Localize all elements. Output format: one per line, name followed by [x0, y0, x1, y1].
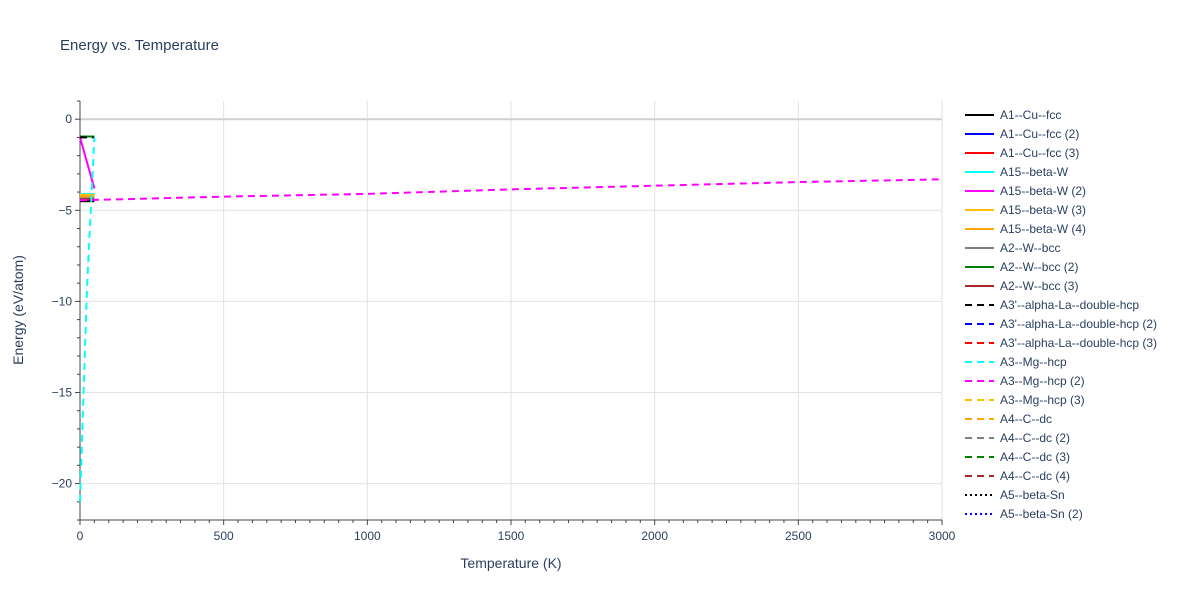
legend-label: A3--Mg--hcp [1000, 355, 1067, 369]
grid-layer [80, 101, 943, 520]
legend-label: A1--Cu--fcc (3) [1000, 146, 1079, 160]
legend-label: A5--beta-Sn (2) [1000, 507, 1083, 521]
legend-label: A3'--alpha-La--double-hcp (3) [1000, 336, 1157, 350]
legend-label: A15--beta-W [1000, 165, 1069, 179]
legend-item[interactable]: A5--beta-Sn (2) [965, 507, 1083, 521]
series-line-5 [79, 137, 96, 189]
y-tick-label: −20 [52, 477, 73, 491]
legend[interactable]: A1--Cu--fcc A1--Cu--fcc (2) A1--Cu--fcc (3… [965, 108, 1157, 521]
legend-item[interactable]: A2--W--bcc (3) [965, 279, 1078, 293]
chart-title: Energy vs. Temperature [60, 37, 219, 54]
x-tick-label: 2500 [785, 529, 812, 543]
legend-label: A15--beta-W (4) [1000, 222, 1086, 236]
legend-label: A2--W--bcc [1000, 241, 1060, 255]
y-tick-label: −15 [52, 385, 73, 399]
y-axis-title: Energy (eV/atom) [10, 255, 26, 365]
legend-label: A4--C--dc (3) [1000, 450, 1070, 464]
legend-label: A3'--alpha-La--double-hcp (2) [1000, 317, 1157, 331]
x-tick-label: 2000 [641, 529, 668, 543]
legend-label: A4--C--dc (4) [1000, 469, 1070, 483]
legend-label: A3--Mg--hcp (2) [1000, 374, 1085, 388]
legend-label: A2--W--bcc (2) [1000, 260, 1078, 274]
x-tick-label: 0 [77, 529, 84, 543]
legend-label: A15--beta-W (2) [1000, 184, 1086, 198]
x-tick-label: 3000 [929, 529, 956, 543]
legend-label: A15--beta-W (3) [1000, 203, 1086, 217]
x-tick-label: 500 [214, 529, 234, 543]
legend-item[interactable]: A4--C--dc (2) [965, 431, 1070, 445]
x-tick-label: 1000 [354, 529, 381, 543]
legend-item[interactable]: A3'--alpha-La--double-hcp (3) [965, 336, 1157, 350]
x-axis-title: Temperature (K) [460, 555, 561, 571]
axes-layer: 0 500 1000 1500 2000 2500 3000 0 −5 −10 −15 −20 [52, 100, 956, 543]
legend-item[interactable]: A3'--alpha-La--double-hcp (2) [965, 317, 1157, 331]
x-tick-label: 1500 [498, 529, 525, 543]
legend-label: A3--Mg--hcp (3) [1000, 393, 1085, 407]
legend-label: A4--C--dc [1000, 412, 1052, 426]
legend-label: A1--Cu--fcc [1000, 108, 1061, 122]
legend-item[interactable]: A1--Cu--fcc [965, 108, 1061, 122]
legend-item[interactable]: A15--beta-W [965, 165, 1069, 179]
legend-label: A1--Cu--fcc (2) [1000, 127, 1079, 141]
legend-item[interactable]: A15--beta-W (4) [965, 222, 1086, 236]
legend-item[interactable]: A4--C--dc [965, 412, 1052, 426]
legend-label: A2--W--bcc (3) [1000, 279, 1078, 293]
y-tick-label: 0 [65, 112, 72, 126]
legend-label: A5--beta-Sn [1000, 488, 1065, 502]
y-tick-label: −5 [58, 203, 72, 217]
legend-item[interactable]: A3--Mg--hcp [965, 355, 1067, 369]
legend-item[interactable]: A1--Cu--fcc (3) [965, 146, 1079, 160]
series-layer [79, 135, 943, 502]
legend-label: A3'--alpha-La--double-hcp [1000, 298, 1139, 312]
legend-item[interactable]: A3'--alpha-La--double-hcp [965, 298, 1139, 312]
legend-item[interactable]: A3--Mg--hcp (3) [965, 393, 1085, 407]
legend-item[interactable]: A4--C--dc (3) [965, 450, 1070, 464]
legend-item[interactable]: A1--Cu--fcc (2) [965, 127, 1079, 141]
legend-item[interactable]: A2--W--bcc (2) [965, 260, 1078, 274]
legend-item[interactable]: A15--beta-W (2) [965, 184, 1086, 198]
legend-label: A4--C--dc (2) [1000, 431, 1070, 445]
legend-item[interactable]: A2--W--bcc [965, 241, 1060, 255]
legend-item[interactable]: A15--beta-W (3) [965, 203, 1086, 217]
legend-item[interactable]: A5--beta-Sn [965, 488, 1065, 502]
series-line-14 [79, 137, 96, 502]
legend-item[interactable]: A3--Mg--hcp (2) [965, 374, 1085, 388]
legend-item[interactable]: A4--C--dc (4) [965, 469, 1070, 483]
y-tick-label: −10 [52, 294, 73, 308]
